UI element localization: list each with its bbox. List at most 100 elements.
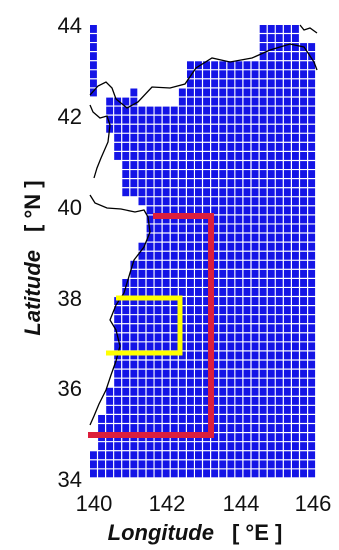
grid-cell: [219, 469, 227, 478]
grid-cell: [227, 342, 235, 351]
grid-cell: [195, 88, 202, 97]
grid-cell: [138, 251, 146, 260]
grid-cell: [259, 215, 267, 224]
grid-cell: [130, 152, 138, 160]
grid-cell: [275, 106, 283, 115]
grid-cell: [308, 197, 316, 206]
grid-cell: [251, 142, 259, 151]
grid-cell: [211, 387, 219, 396]
grid-cell: [162, 197, 170, 206]
grid-cell: [243, 315, 251, 324]
grid-cell: [243, 188, 251, 197]
grid-cell: [235, 315, 243, 324]
grid-cell: [187, 288, 194, 296]
grid-cell: [292, 306, 299, 315]
grid-cell: [122, 188, 130, 197]
grid-cell: [211, 360, 219, 369]
grid-cell: [227, 369, 235, 378]
grid-cell: [259, 52, 267, 61]
grid-cell: [235, 188, 243, 197]
grid-cell: [146, 405, 154, 414]
grid-cell: [251, 97, 259, 106]
grid-cell: [267, 351, 275, 360]
grid-cell: [235, 124, 243, 133]
grid-cell: [308, 396, 316, 405]
grid-cell: [187, 387, 194, 396]
grid-cell: [203, 279, 210, 287]
grid-cell: [300, 369, 307, 378]
grid-cell: [235, 88, 243, 97]
grid-cell: [162, 451, 170, 460]
grid-cell: [114, 306, 122, 315]
grid-cell: [243, 396, 251, 405]
grid-cell: [170, 424, 178, 432]
grid-cell: [162, 279, 170, 287]
grid-cell: [235, 260, 243, 269]
grid-cell: [259, 405, 267, 414]
grid-cell: [154, 106, 162, 115]
grid-cell: [130, 306, 138, 315]
grid-cell: [130, 124, 138, 133]
grid-cell: [130, 378, 138, 387]
grid-cell: [251, 79, 259, 88]
grid-cell: [178, 360, 186, 369]
grid-cell: [251, 288, 259, 296]
grid-cell: [211, 115, 219, 124]
grid-cell: [170, 288, 178, 296]
grid-cell: [90, 451, 97, 460]
grid-cell: [203, 61, 210, 70]
grid-cell: [130, 106, 138, 115]
grid-cell: [154, 306, 162, 315]
grid-cell: [227, 133, 235, 142]
grid-cell: [308, 333, 316, 342]
grid-cell: [275, 415, 283, 423]
grid-cell: [170, 115, 178, 124]
grid-cell: [300, 288, 307, 296]
grid-cell: [187, 333, 194, 342]
grid-cell: [178, 224, 186, 233]
grid-cell: [292, 451, 299, 460]
grid-cell: [251, 279, 259, 287]
grid-cell: [187, 133, 194, 142]
grid-cell: [195, 124, 202, 133]
grid-cell: [243, 142, 251, 151]
grid-cell: [227, 351, 235, 360]
grid-cell: [211, 460, 219, 469]
grid-cell: [267, 369, 275, 378]
grid-cell: [308, 279, 316, 287]
grid-cell: [211, 197, 219, 206]
grid-cell: [308, 133, 316, 142]
grid-cell: [300, 378, 307, 387]
grid-cell: [187, 224, 194, 233]
grid-cell: [300, 133, 307, 142]
grid-cell: [178, 233, 186, 242]
grid-cell: [267, 297, 275, 305]
grid-cell: [114, 469, 122, 478]
grid-cell: [146, 170, 154, 178]
grid-cell: [162, 260, 170, 269]
grid-cell: [211, 161, 219, 169]
grid-cell: [203, 215, 210, 224]
grid-cell: [283, 369, 291, 378]
grid-cell: [227, 251, 235, 260]
grid-cell: [138, 188, 146, 197]
grid-cell: [195, 61, 202, 70]
grid-cell: [219, 179, 227, 188]
grid-cell: [219, 170, 227, 178]
grid-cell: [267, 442, 275, 451]
grid-cell: [300, 79, 307, 88]
grid-cell: [283, 224, 291, 233]
grid-cell: [308, 451, 316, 460]
grid-cell: [235, 224, 243, 233]
grid-cell: [170, 324, 178, 333]
grid-cell: [178, 460, 186, 469]
grid-cell: [203, 269, 210, 278]
grid-cell: [219, 360, 227, 369]
grid-cell: [195, 324, 202, 333]
y-axis-label: Latitude: [20, 250, 45, 336]
grid-cell: [187, 269, 194, 278]
grid-cell: [227, 242, 235, 251]
grid-cell: [211, 260, 219, 269]
grid-cell: [170, 179, 178, 188]
